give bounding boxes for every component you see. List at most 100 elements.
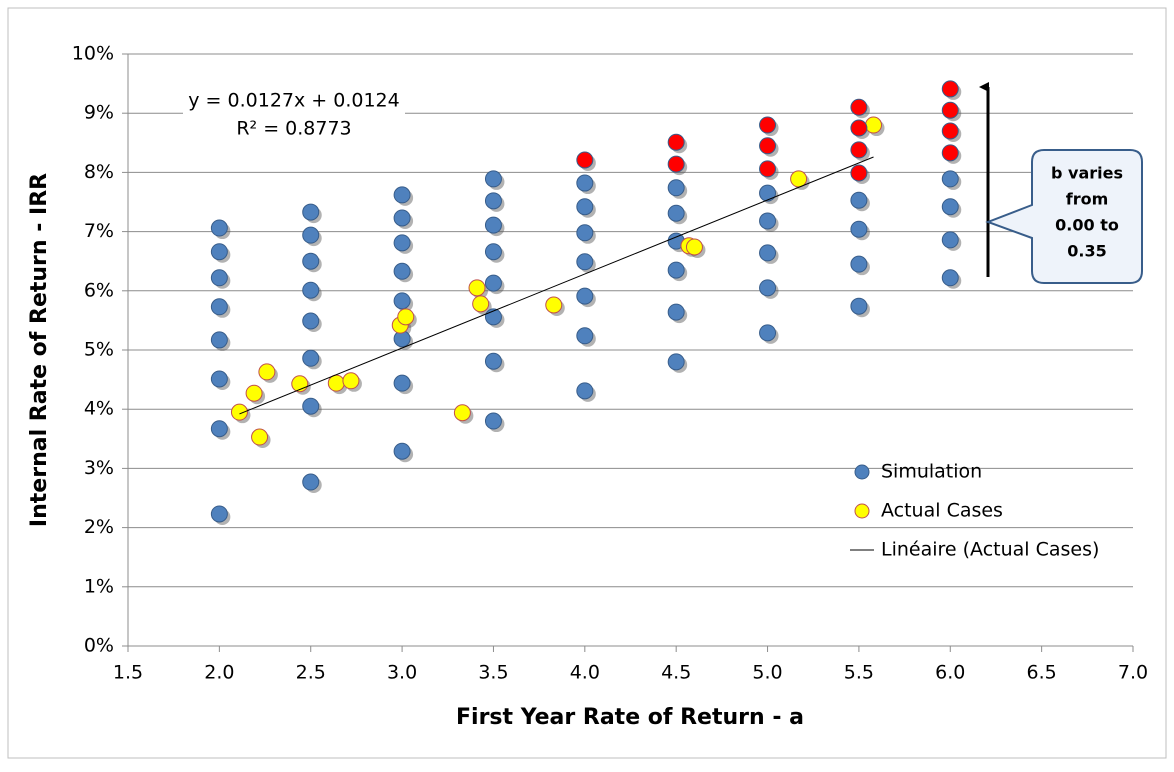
callout-text: from — [1066, 190, 1109, 209]
point — [393, 234, 411, 252]
point — [941, 122, 959, 140]
point — [327, 374, 345, 392]
callout-text: 0.35 — [1067, 242, 1106, 261]
point — [302, 226, 320, 244]
point — [210, 420, 228, 438]
y-tick-label: 8% — [84, 161, 114, 183]
point — [685, 238, 703, 256]
point — [850, 297, 868, 315]
point — [545, 296, 563, 314]
point — [576, 253, 594, 271]
point — [484, 243, 502, 261]
y-tick-label: 7% — [84, 220, 114, 242]
point — [393, 262, 411, 280]
x-tick-label: 3.5 — [478, 662, 508, 684]
point — [302, 349, 320, 367]
point — [790, 170, 808, 188]
point — [468, 279, 486, 297]
point — [576, 382, 594, 400]
point — [484, 170, 502, 188]
point — [302, 312, 320, 330]
point — [472, 295, 490, 313]
point — [302, 203, 320, 221]
point — [759, 324, 777, 342]
point — [576, 174, 594, 192]
point — [941, 80, 959, 98]
point — [759, 160, 777, 178]
point — [576, 327, 594, 345]
equation-background — [183, 86, 405, 144]
point — [759, 137, 777, 155]
y-tick-label: 0% — [84, 635, 114, 657]
point — [251, 428, 269, 446]
point — [667, 179, 685, 197]
x-tick-label: 1.5 — [113, 662, 143, 684]
point — [210, 243, 228, 261]
point — [667, 155, 685, 173]
point — [302, 473, 320, 491]
point — [453, 404, 471, 422]
point — [302, 252, 320, 270]
point — [941, 170, 959, 188]
point — [865, 116, 883, 134]
point — [258, 363, 276, 381]
callout-text: b varies — [1051, 164, 1123, 183]
legend-label: Actual Cases — [881, 500, 1003, 522]
point — [484, 216, 502, 234]
point — [393, 442, 411, 460]
point — [210, 269, 228, 287]
y-tick-label: 4% — [84, 398, 114, 420]
point — [210, 331, 228, 349]
point — [484, 192, 502, 210]
y-tick-label: 3% — [84, 457, 114, 479]
point — [759, 184, 777, 202]
point — [302, 281, 320, 299]
point — [245, 384, 263, 402]
x-tick-label: 6.5 — [1027, 662, 1057, 684]
point — [941, 231, 959, 249]
x-tick-label: 4.0 — [570, 662, 600, 684]
legend-label: Simulation — [881, 461, 982, 483]
y-tick-label: 10% — [72, 43, 114, 65]
point — [576, 198, 594, 216]
point — [397, 308, 415, 326]
x-tick-label: 3.0 — [387, 662, 417, 684]
point — [759, 279, 777, 297]
y-tick-label: 9% — [84, 102, 114, 124]
point — [393, 186, 411, 204]
point — [850, 191, 868, 209]
point — [576, 287, 594, 305]
point — [759, 212, 777, 230]
trend-line — [239, 156, 874, 415]
point — [850, 255, 868, 273]
point — [759, 116, 777, 134]
x-tick-label: 2.0 — [204, 662, 234, 684]
point — [667, 261, 685, 279]
point — [484, 412, 502, 430]
y-tick-label: 2% — [84, 516, 114, 538]
point — [484, 274, 502, 292]
point — [941, 198, 959, 216]
point — [941, 101, 959, 119]
point — [484, 352, 502, 370]
point — [393, 374, 411, 392]
point — [941, 144, 959, 162]
legend-marker — [854, 503, 870, 519]
y-axis-label: Internal Rate of Return - IRR — [27, 173, 52, 527]
point — [667, 303, 685, 321]
legend-label: Linéaire (Actual Cases) — [881, 539, 1099, 561]
callout-box — [985, 149, 1143, 284]
point — [759, 244, 777, 262]
y-tick-label: 6% — [84, 279, 114, 301]
point — [576, 224, 594, 242]
x-axis-label: First Year Rate of Return - a — [456, 705, 804, 730]
y-tick-label: 1% — [84, 575, 114, 597]
x-tick-label: 2.5 — [296, 662, 326, 684]
r-squared: R² = 0.8773 — [236, 118, 351, 140]
point — [210, 370, 228, 388]
point — [576, 151, 594, 169]
point — [850, 119, 868, 137]
point — [667, 204, 685, 222]
